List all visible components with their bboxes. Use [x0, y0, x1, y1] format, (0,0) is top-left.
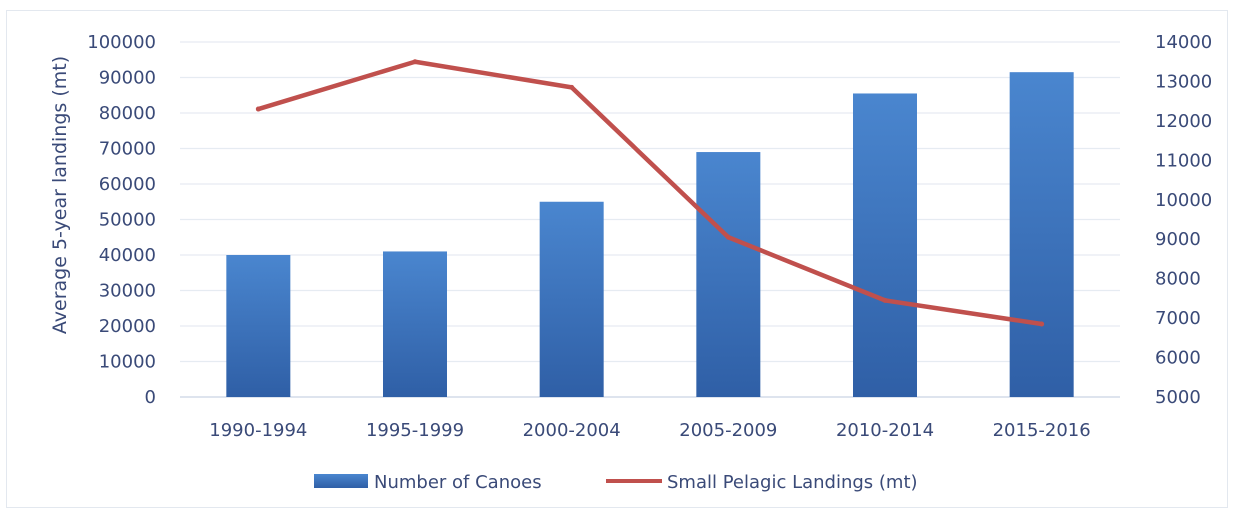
y-tick-label: 20000 — [99, 316, 156, 337]
y-tick-label: 60000 — [99, 174, 156, 195]
bar — [853, 93, 917, 397]
y2-tick-label: 11000 — [1155, 150, 1212, 171]
y2-tick-label: 5000 — [1155, 387, 1201, 408]
legend: Number of Canoes Small Pelagic Landings … — [314, 472, 918, 493]
y2-tick-label: 7000 — [1155, 308, 1201, 329]
bar — [383, 251, 447, 397]
y2-tick-label: 14000 — [1155, 32, 1212, 53]
bar — [1009, 72, 1074, 398]
line-point — [882, 297, 888, 303]
legend-label-bars: Number of Canoes — [374, 472, 542, 493]
line-point — [412, 59, 418, 65]
y-tick-label: 90000 — [99, 68, 156, 89]
x-tick-label: 1995-1999 — [366, 420, 464, 441]
y-tick-label: 40000 — [99, 245, 156, 266]
y-tick-label: 10000 — [99, 352, 156, 373]
x-tick-label: 1990-1994 — [209, 420, 307, 441]
bar-series — [226, 72, 1074, 398]
y-tick-label: 100000 — [87, 32, 156, 53]
x-tick-label: 2010-2014 — [836, 420, 934, 441]
y2-tick-label: 9000 — [1155, 229, 1201, 250]
line-point — [1039, 321, 1045, 327]
x-tick-label: 2000-2004 — [523, 420, 621, 441]
left-axis-ticks: 0 10000 20000 30000 40000 50000 60000 70000 8000… — [87, 32, 156, 408]
bar — [226, 255, 291, 397]
x-axis-ticks: 1990-1994 1995-1999 2000-2004 2005-2009 2010… — [209, 420, 1090, 441]
x-tick-label: 2015-2016 — [993, 420, 1091, 441]
y2-tick-label: 6000 — [1155, 348, 1201, 369]
line-point — [725, 234, 731, 240]
y2-tick-label: 10000 — [1155, 190, 1212, 211]
y2-tick-label: 8000 — [1155, 269, 1201, 290]
right-axis-ticks: 5000 6000 7000 8000 9000 10000 11000 12000 13000… — [1155, 32, 1212, 408]
y-tick-label: 0 — [145, 387, 156, 408]
y2-tick-label: 13000 — [1155, 71, 1212, 92]
y2-tick-label: 12000 — [1155, 111, 1212, 132]
line-series — [255, 59, 1045, 327]
line-point — [569, 84, 575, 90]
y-tick-label: 70000 — [99, 139, 156, 160]
chart-frame — [6, 10, 1228, 508]
bar — [539, 201, 604, 397]
bar — [696, 152, 761, 397]
gridlines — [180, 41, 1120, 398]
line-point — [255, 106, 261, 112]
x-tick-label: 2005-2009 — [679, 420, 777, 441]
line-path — [256, 59, 1044, 327]
legend-swatch-bars — [314, 474, 368, 488]
y-tick-label: 50000 — [99, 210, 156, 231]
y-axis-label: Average 5-year landings (mt) — [49, 56, 71, 334]
y-tick-label: 30000 — [99, 281, 156, 302]
legend-label-line: Small Pelagic Landings (mt) — [667, 472, 918, 493]
y-tick-label: 80000 — [99, 103, 156, 124]
